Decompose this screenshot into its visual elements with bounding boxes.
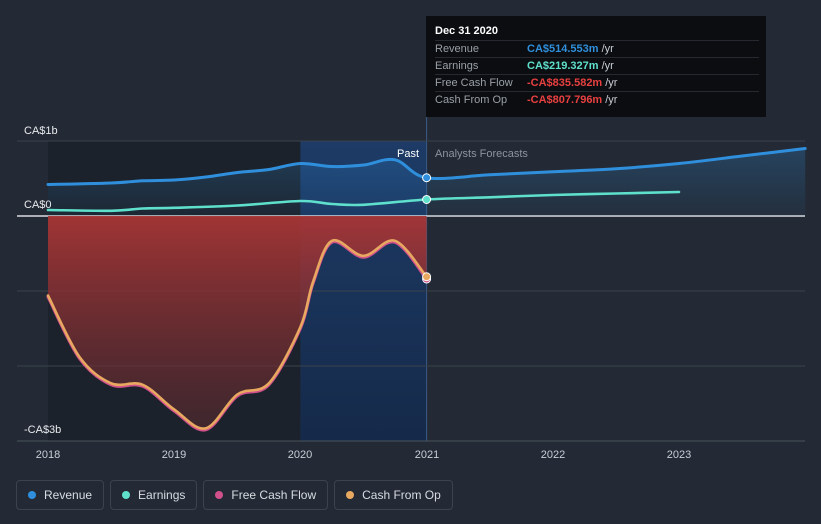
legend-item-revenue[interactable]: Revenue [16, 480, 105, 510]
x-tick-label-2021: 2021 [415, 449, 439, 461]
y-tick-label-0: CA$0 [24, 199, 52, 211]
legend-label-revenue: Revenue [44, 488, 93, 502]
axis-labels: CA$1b CA$0 -CA$3b 2018 2019 2020 2021 20… [24, 125, 691, 461]
chart-legend: Revenue Earnings Free Cash Flow Cash Fro… [16, 480, 453, 510]
tooltip-value-free-cash-flow: -CA$835.582m/yr [527, 77, 618, 89]
cash-from-op-line [46, 238, 428, 430]
free-cash-flow-area [48, 216, 427, 431]
tooltip-date: Dec 31 2020 [435, 25, 498, 37]
cash-from-op-marker [422, 272, 432, 282]
legend-label-cash-from-op: Cash From Op [362, 488, 441, 502]
revenue-marker [422, 173, 432, 183]
x-tick-label-2020: 2020 [288, 449, 312, 461]
x-tick-label-2023: 2023 [667, 449, 691, 461]
x-tick-label-2018: 2018 [36, 449, 60, 461]
tooltip-label-free-cash-flow: Free Cash Flow [435, 77, 513, 89]
revenue-line [46, 147, 807, 186]
y-tick-label-minus-3b: -CA$3b [24, 424, 61, 436]
legend-item-cash-from-op[interactable]: Cash From Op [334, 480, 453, 510]
tooltip-value-earnings: CA$219.327m/yr [527, 60, 614, 72]
legend-item-earnings[interactable]: Earnings [110, 480, 198, 510]
series-lines [46, 147, 807, 432]
tooltip-row-earnings: Earnings CA$219.327m/yr [435, 57, 759, 75]
free-cash-flow-dot-icon [215, 491, 224, 499]
tooltip-value-cash-from-op: -CA$807.796m/yr [527, 94, 618, 106]
tooltip-label-cash-from-op: Cash From Op [435, 94, 508, 106]
tooltip-row-cash-from-op: Cash From Op -CA$807.796m/yr [435, 91, 759, 109]
tooltip-label-earnings: Earnings [435, 60, 479, 72]
earnings-dot-icon [122, 491, 131, 499]
tooltip-value-revenue: CA$514.553m/yr [527, 43, 614, 55]
x-tick-label-2022: 2022 [541, 449, 565, 461]
forecast-region-label: Analysts Forecasts [435, 148, 528, 160]
past-region-label: Past [397, 148, 419, 160]
x-tick-label-2019: 2019 [162, 449, 186, 461]
tooltip-row-revenue: Revenue CA$514.553m/yr [435, 40, 759, 58]
hover-tooltip: Dec 31 2020 Revenue CA$514.553m/yr Earni… [426, 16, 766, 117]
cash-from-op-dot-icon [346, 491, 355, 499]
free-cash-flow-line [46, 240, 429, 432]
hover-markers [422, 173, 432, 284]
legend-label-earnings: Earnings [138, 488, 186, 502]
legend-item-free-cash-flow[interactable]: Free Cash Flow [203, 480, 329, 510]
y-tick-label-1b: CA$1b [24, 125, 58, 137]
tooltip-row-free-cash-flow: Free Cash Flow -CA$835.582m/yr [435, 74, 759, 92]
tooltip-label-revenue: Revenue [435, 43, 480, 55]
earnings-line [46, 190, 681, 213]
revenue-dot-icon [28, 491, 36, 499]
earnings-marker [422, 195, 432, 204]
legend-label-free-cash-flow: Free Cash Flow [231, 488, 317, 502]
